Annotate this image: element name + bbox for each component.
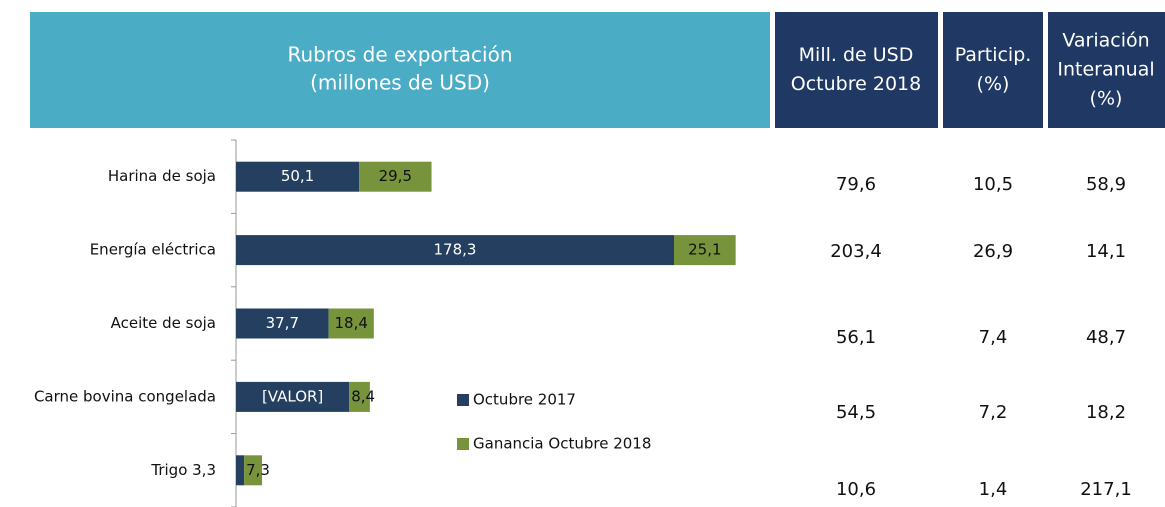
table-cell: 58,9	[1086, 174, 1126, 195]
bar-segment	[236, 455, 245, 486]
table-cell: 56,1	[836, 327, 876, 348]
bar-segment	[674, 235, 736, 266]
bar-segment	[244, 455, 263, 486]
legend-label: Ganancia Octubre 2018	[473, 435, 651, 453]
data-label: 37,7	[266, 314, 299, 332]
column-header: Mill. de USD	[799, 44, 914, 66]
bar-segment	[236, 308, 329, 339]
legend-swatch	[457, 394, 469, 406]
table-cell: 7,2	[979, 402, 1008, 423]
table-cell: 203,4	[830, 241, 882, 262]
category-label: Carne bovina congelada	[34, 387, 216, 405]
legend-label: Octubre 2017	[473, 391, 576, 409]
table-cell: 10,5	[973, 174, 1013, 195]
column-header: (%)	[977, 73, 1010, 95]
data-label: 25,1	[688, 241, 721, 259]
data-label: 29,5	[379, 167, 412, 185]
category-label: Energía eléctrica	[90, 241, 216, 259]
category-label: Harina de soja	[108, 167, 216, 185]
column-header: Particip.	[955, 44, 1032, 66]
data-label: 50,1	[281, 167, 314, 185]
column-header-bg	[943, 12, 1043, 128]
column-header-bg	[1048, 12, 1165, 128]
column-header-bg	[775, 12, 938, 128]
table-cell: 1,4	[979, 479, 1008, 500]
table-cell: 7,4	[979, 327, 1008, 348]
bar-segment	[236, 381, 350, 412]
table-cell: 48,7	[1086, 327, 1126, 348]
column-header: Interanual	[1057, 59, 1154, 81]
table-cell: 217,1	[1080, 479, 1132, 500]
legend-swatch	[457, 438, 469, 450]
table-cell: 14,1	[1086, 241, 1126, 262]
header-title: Rubros de exportación	[287, 43, 512, 67]
bar-segment	[349, 381, 370, 412]
table-cell: 26,9	[973, 241, 1013, 262]
data-label: [VALOR]	[262, 387, 323, 405]
bar-segment	[328, 308, 374, 339]
column-header: (%)	[1090, 88, 1123, 110]
column-header: Variación	[1062, 30, 1149, 52]
data-label: 18,4	[335, 314, 368, 332]
bar-segment	[236, 161, 360, 192]
category-label: Trigo 3,3	[150, 461, 216, 479]
data-label: 178,3	[434, 241, 477, 259]
table-cell: 79,6	[836, 174, 876, 195]
category-label: Aceite de soja	[111, 314, 216, 332]
table-cell: 54,5	[836, 402, 876, 423]
column-header: Octubre 2018	[791, 73, 921, 95]
bar-segment	[359, 161, 432, 192]
table-cell: 18,2	[1086, 402, 1126, 423]
data-label: 8,4	[351, 387, 375, 405]
header-title: (millones de USD)	[310, 71, 490, 95]
data-label: 7,3	[246, 461, 270, 479]
table-cell: 10,6	[836, 479, 876, 500]
header-banner	[30, 12, 770, 128]
bar-segment	[236, 235, 674, 266]
